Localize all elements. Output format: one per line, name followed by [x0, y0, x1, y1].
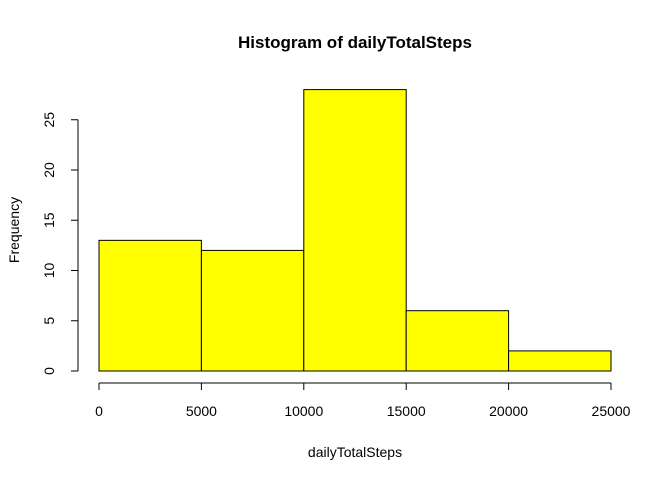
y-tick-label: 0	[41, 367, 57, 375]
y-tick-label: 10	[41, 263, 57, 279]
x-tick-label: 5000	[186, 403, 217, 419]
y-axis: 0 5 10 15 20 25	[41, 112, 79, 375]
x-tick-label: 20000	[489, 403, 528, 419]
x-axis-label: dailyTotalSteps	[308, 444, 402, 460]
histogram-bar	[200, 249, 305, 372]
y-tick-label: 15	[41, 212, 57, 228]
y-tick-label: 25	[41, 112, 57, 128]
x-tick-label: 25000	[592, 403, 631, 419]
histogram-bar	[508, 350, 612, 372]
histogram-bar	[303, 89, 407, 372]
x-tick-label: 0	[95, 403, 103, 419]
x-axis: 0 5000 10000 15000 20000 25000	[95, 382, 631, 419]
histogram-bar	[405, 310, 510, 372]
chart-title: Histogram of dailyTotalSteps	[238, 33, 472, 52]
y-axis-label: Frequency	[6, 197, 22, 263]
x-tick-label: 10000	[284, 403, 323, 419]
y-tick-label: 5	[41, 317, 57, 325]
bars-group	[98, 89, 612, 372]
y-tick-label: 20	[41, 162, 57, 178]
histogram-bar	[98, 239, 202, 372]
x-tick-label: 15000	[387, 403, 426, 419]
